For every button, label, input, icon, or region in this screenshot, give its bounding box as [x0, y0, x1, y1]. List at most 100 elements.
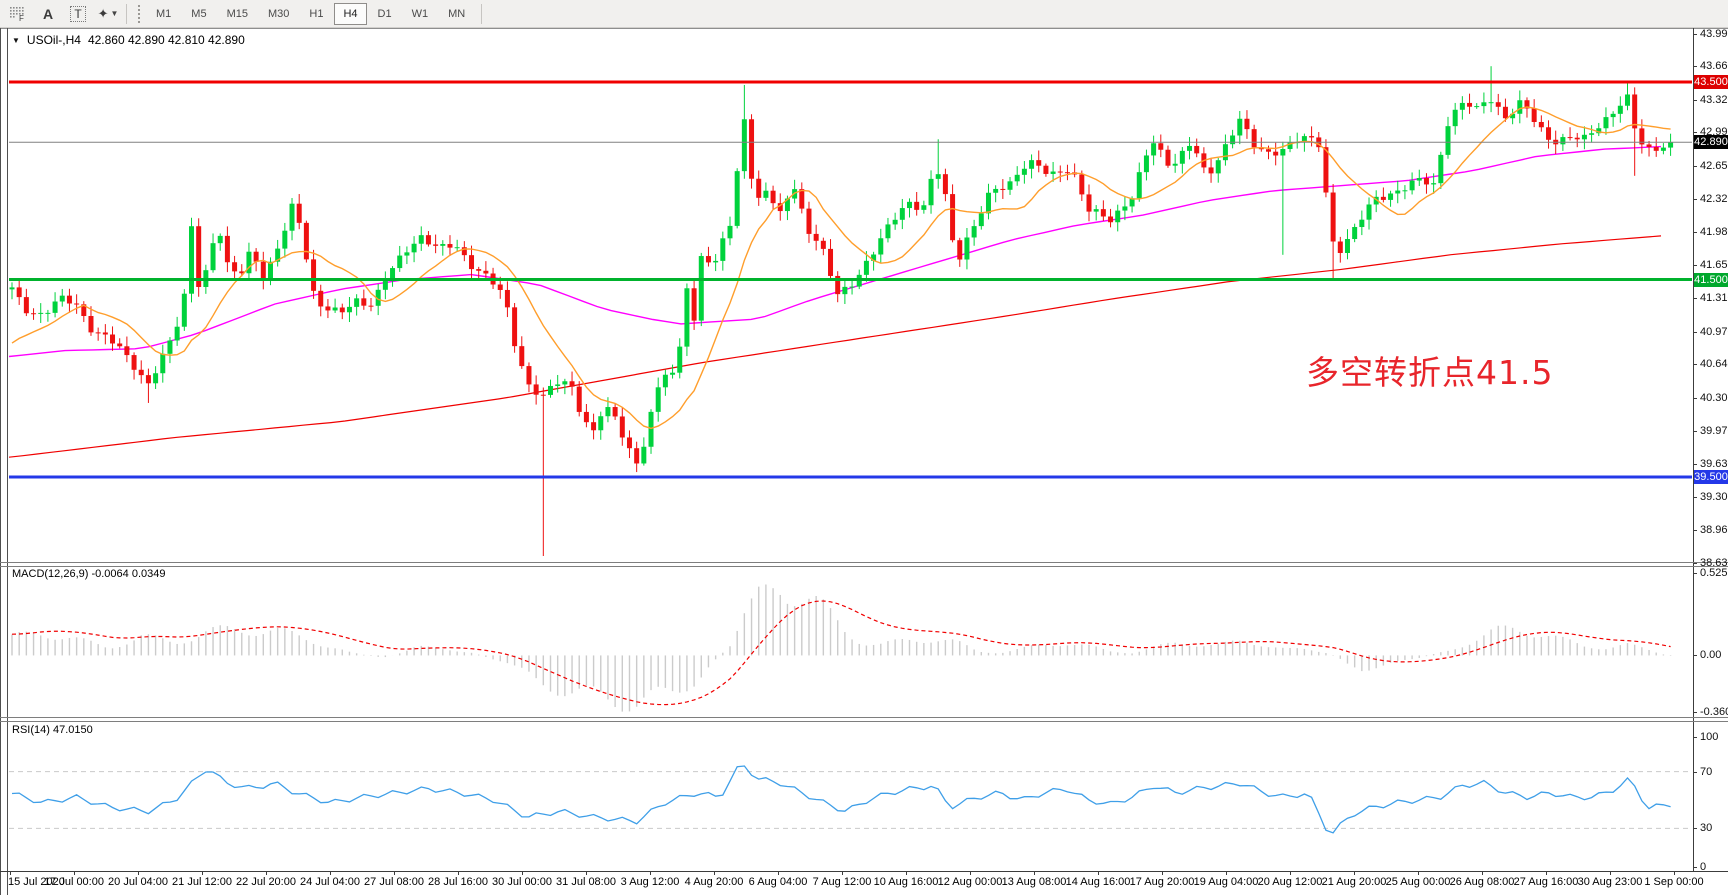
rsi-line	[11, 765, 1671, 834]
time-axis-label: 7 Aug 12:00	[812, 876, 872, 888]
time-axis-label: 19 Aug 04:00	[1193, 876, 1259, 888]
price-axis-label: 41.980	[1700, 226, 1728, 239]
time-axis-tick	[1674, 871, 1675, 875]
timeframe-button-w1[interactable]: W1	[411, 7, 429, 20]
price-axis-tick	[1693, 562, 1697, 564]
toolbar-grip[interactable]	[138, 4, 141, 23]
time-axis-tick	[74, 871, 75, 875]
time-axis-tick	[906, 871, 907, 875]
time-axis-tick	[138, 871, 139, 875]
rsi-axis-tick	[1693, 771, 1697, 773]
price-axis-label: 40.970	[1700, 325, 1728, 338]
indicator-grid-icon[interactable]: F	[6, 3, 30, 25]
price-axis-tick	[1693, 464, 1697, 466]
text-tool-icon[interactable]: A	[42, 5, 54, 22]
chart-title[interactable]: ▼ USOil-,H4 42.860 42.890 42.810 42.890	[12, 33, 245, 47]
time-axis-tick	[1226, 871, 1227, 875]
time-axis-tick	[1290, 871, 1291, 875]
timeframe-button-h4[interactable]: H4	[334, 2, 367, 25]
time-axis-label: 12 Aug 00:00	[937, 876, 1003, 888]
label-tool-icon[interactable]: T	[66, 3, 90, 25]
chart-window[interactable]: ▼ USOil-,H4 42.860 42.890 42.810 42.890 …	[0, 28, 1728, 895]
time-axis-tick	[1482, 871, 1483, 875]
price-axis-tick	[1693, 398, 1697, 399]
price-axis-line	[1693, 28, 1694, 871]
time-axis-label: 25 Aug 00:00	[1385, 876, 1451, 888]
time-axis-label: 21 Jul 12:00	[172, 876, 232, 888]
window-left-border-inner	[7, 28, 8, 895]
macd-axis-tick	[1693, 655, 1697, 657]
price-axis-label: 40.300	[1700, 392, 1728, 404]
time-axis-tick	[650, 871, 651, 875]
timeframe-button-h1[interactable]: H1	[309, 7, 324, 20]
time-axis-tick	[394, 871, 395, 875]
time-axis-tick	[202, 871, 203, 875]
price-axis-tick	[1693, 530, 1697, 532]
time-axis-tick	[714, 871, 715, 875]
timeframe-button-group: M1 M5 M15 M30 H1 H4 D1 W1 MN	[146, 2, 475, 25]
chart-plot-canvas[interactable]	[0, 28, 1728, 895]
timeframe-button-mn[interactable]: MN	[448, 7, 466, 20]
timeframe-button-m15[interactable]: M15	[226, 7, 248, 20]
rsi-axis-tick	[1693, 867, 1697, 868]
panel-separator[interactable]	[0, 562, 1728, 563]
chart-title-dropdown-icon[interactable]: ▼	[12, 35, 20, 45]
time-axis-tick	[586, 871, 587, 875]
macd-axis-label: 0.00	[1700, 649, 1722, 662]
price-axis-tick	[1693, 364, 1697, 366]
time-axis-tick	[458, 871, 459, 875]
panel-separator[interactable]	[0, 721, 1728, 722]
macd-signal-line	[11, 600, 1671, 706]
chevron-down-icon[interactable]: ▼	[110, 9, 119, 18]
timeframe-button-d1[interactable]: D1	[377, 7, 392, 20]
price-axis-tick	[1693, 198, 1697, 200]
price-axis-label: 41.310	[1700, 292, 1728, 305]
rsi-axis-label: 100	[1700, 731, 1719, 743]
panel-separator[interactable]	[0, 566, 1728, 567]
price-axis-label: 41.650	[1700, 258, 1728, 271]
grid-dots-icon: F	[10, 6, 26, 21]
time-axis-label: 13 Aug 08:00	[1001, 876, 1067, 888]
rsi-axis-tick	[1693, 828, 1697, 830]
rsi-axis-label: 70	[1700, 765, 1713, 778]
time-axis-label: 27 Aug 16:00	[1513, 876, 1579, 888]
grid-f-letter: F	[19, 14, 24, 21]
price-axis-tick	[1693, 99, 1697, 101]
price-axis-tick	[1693, 66, 1697, 68]
time-axis-tick	[842, 871, 843, 875]
time-axis-tick	[330, 871, 331, 875]
price-axis-label: 42.650	[1700, 159, 1728, 172]
time-axis-tick	[1610, 871, 1611, 875]
price-axis-label: 39.970	[1700, 424, 1728, 437]
price-axis-tick	[1693, 232, 1697, 234]
price-badge: 43.500	[1694, 75, 1728, 89]
time-axis-line	[0, 871, 1728, 872]
time-axis-label: 28 Jul 16:00	[428, 876, 488, 888]
objects-tool-icon[interactable]: ✦ ▼	[96, 3, 120, 25]
timeframe-button-m30[interactable]: M30	[267, 7, 290, 20]
chart-ohlc-quotes: 42.860 42.890 42.810 42.890	[87, 33, 245, 47]
time-axis-label: 4 Aug 20:00	[684, 876, 744, 888]
time-axis-tick	[1162, 871, 1163, 875]
main-chart-panel	[9, 66, 1692, 556]
time-axis-label: 14 Aug 16:00	[1065, 876, 1131, 888]
time-axis-tick	[1546, 871, 1547, 875]
time-axis-tick	[778, 871, 779, 875]
price-axis-tick	[1693, 331, 1697, 333]
rsi-indicator-label: RSI(14) 47.0150	[12, 724, 93, 736]
price-axis-label: 38.630	[1700, 556, 1728, 569]
time-axis-label: 10 Aug 16:00	[873, 876, 939, 888]
price-axis-label: 43.660	[1700, 60, 1728, 73]
price-badge: 41.500	[1694, 272, 1728, 287]
price-axis-label: 43.990	[1700, 27, 1728, 40]
timeframe-button-m5[interactable]: M5	[191, 7, 207, 20]
macd-indicator-label: MACD(12,26,9) -0.0064 0.0349	[12, 568, 166, 580]
time-axis-tick	[1098, 871, 1099, 875]
timeframe-button-m1[interactable]: M1	[156, 7, 172, 20]
chart-text-annotation[interactable]: 多空转折点41.5	[1306, 353, 1554, 392]
panel-separator[interactable]	[0, 717, 1728, 718]
candlestick-series	[9, 66, 1674, 556]
time-axis-label: 6 Aug 04:00	[748, 876, 808, 888]
macd-axis-tick	[1693, 573, 1697, 574]
time-axis-label: 30 Aug 23:00	[1577, 876, 1643, 888]
